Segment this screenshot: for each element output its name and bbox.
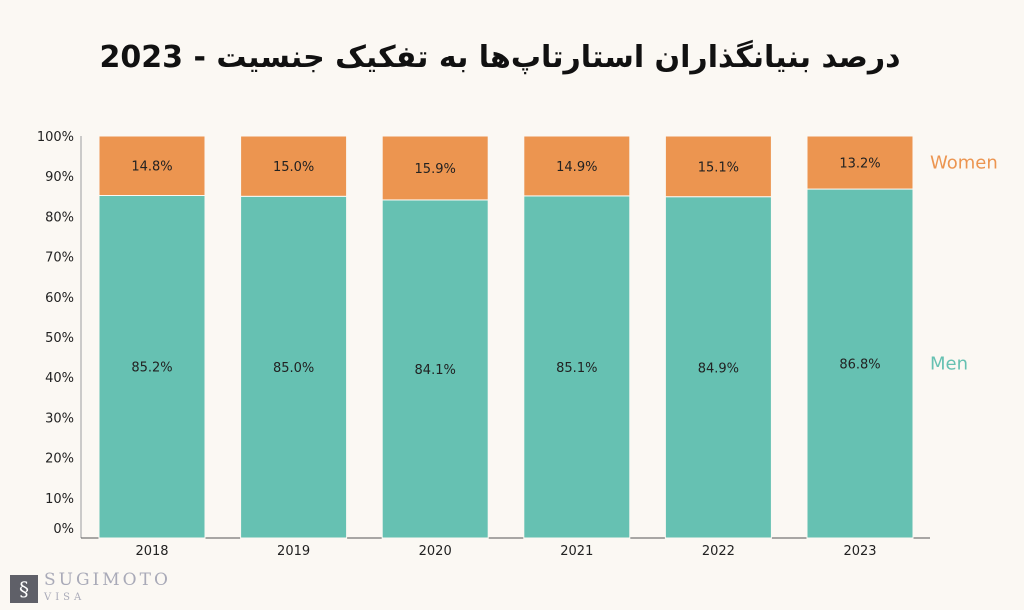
data-label: 15.0% xyxy=(273,160,314,175)
data-label: 86.8% xyxy=(839,358,880,373)
bar-men xyxy=(664,196,772,539)
bar-women xyxy=(98,135,206,196)
bar-men xyxy=(240,195,348,539)
y-tick-label: 60% xyxy=(45,291,74,306)
data-label: 84.9% xyxy=(698,361,739,376)
bar-men xyxy=(806,188,914,539)
data-label: 85.2% xyxy=(131,361,172,376)
data-label: 84.1% xyxy=(415,363,456,378)
y-tick-label: 10% xyxy=(45,492,74,507)
y-tick-label: 90% xyxy=(45,170,74,185)
data-label: 13.2% xyxy=(839,157,880,172)
x-tick-label: 2018 xyxy=(135,544,168,559)
data-label: 85.0% xyxy=(273,361,314,376)
chart-title: درصد بنیانگذاران استارتاپ‌ها به تفکیک جن… xyxy=(99,40,901,75)
y-tick-label: 40% xyxy=(45,371,74,386)
y-tick-label: 50% xyxy=(45,331,74,346)
legend-men: Men xyxy=(930,354,968,375)
y-tick-label: 70% xyxy=(45,251,74,266)
y-tick-label: 80% xyxy=(45,210,74,225)
data-label: 14.8% xyxy=(131,160,172,175)
logo-icon: § xyxy=(10,575,38,603)
data-label: 14.9% xyxy=(556,160,597,175)
legend-women: Women xyxy=(930,153,998,174)
y-tick-label: 0% xyxy=(53,522,74,537)
x-tick-label: 2022 xyxy=(702,544,735,559)
logo-sub: VISA xyxy=(44,592,86,603)
bar-women xyxy=(240,135,348,197)
y-tick-label: 20% xyxy=(45,452,74,467)
x-tick-label: 2021 xyxy=(560,544,593,559)
y-tick-label: 100% xyxy=(37,130,74,145)
bar-women xyxy=(806,135,914,190)
bar-men xyxy=(98,194,206,539)
logo-name: SUGIMOTO xyxy=(44,570,171,590)
bar-women xyxy=(523,135,631,197)
x-tick-label: 2019 xyxy=(277,544,310,559)
bar-women xyxy=(381,135,489,201)
data-label: 15.1% xyxy=(698,160,739,175)
data-label: 85.1% xyxy=(556,361,597,376)
bar-women xyxy=(664,135,772,198)
bar-men xyxy=(381,199,489,539)
x-tick-label: 2020 xyxy=(419,544,452,559)
x-tick-label: 2023 xyxy=(843,544,876,559)
logo: § SUGIMOTO VISA xyxy=(10,572,171,606)
data-label: 15.9% xyxy=(415,162,456,177)
y-tick-label: 30% xyxy=(45,411,74,426)
